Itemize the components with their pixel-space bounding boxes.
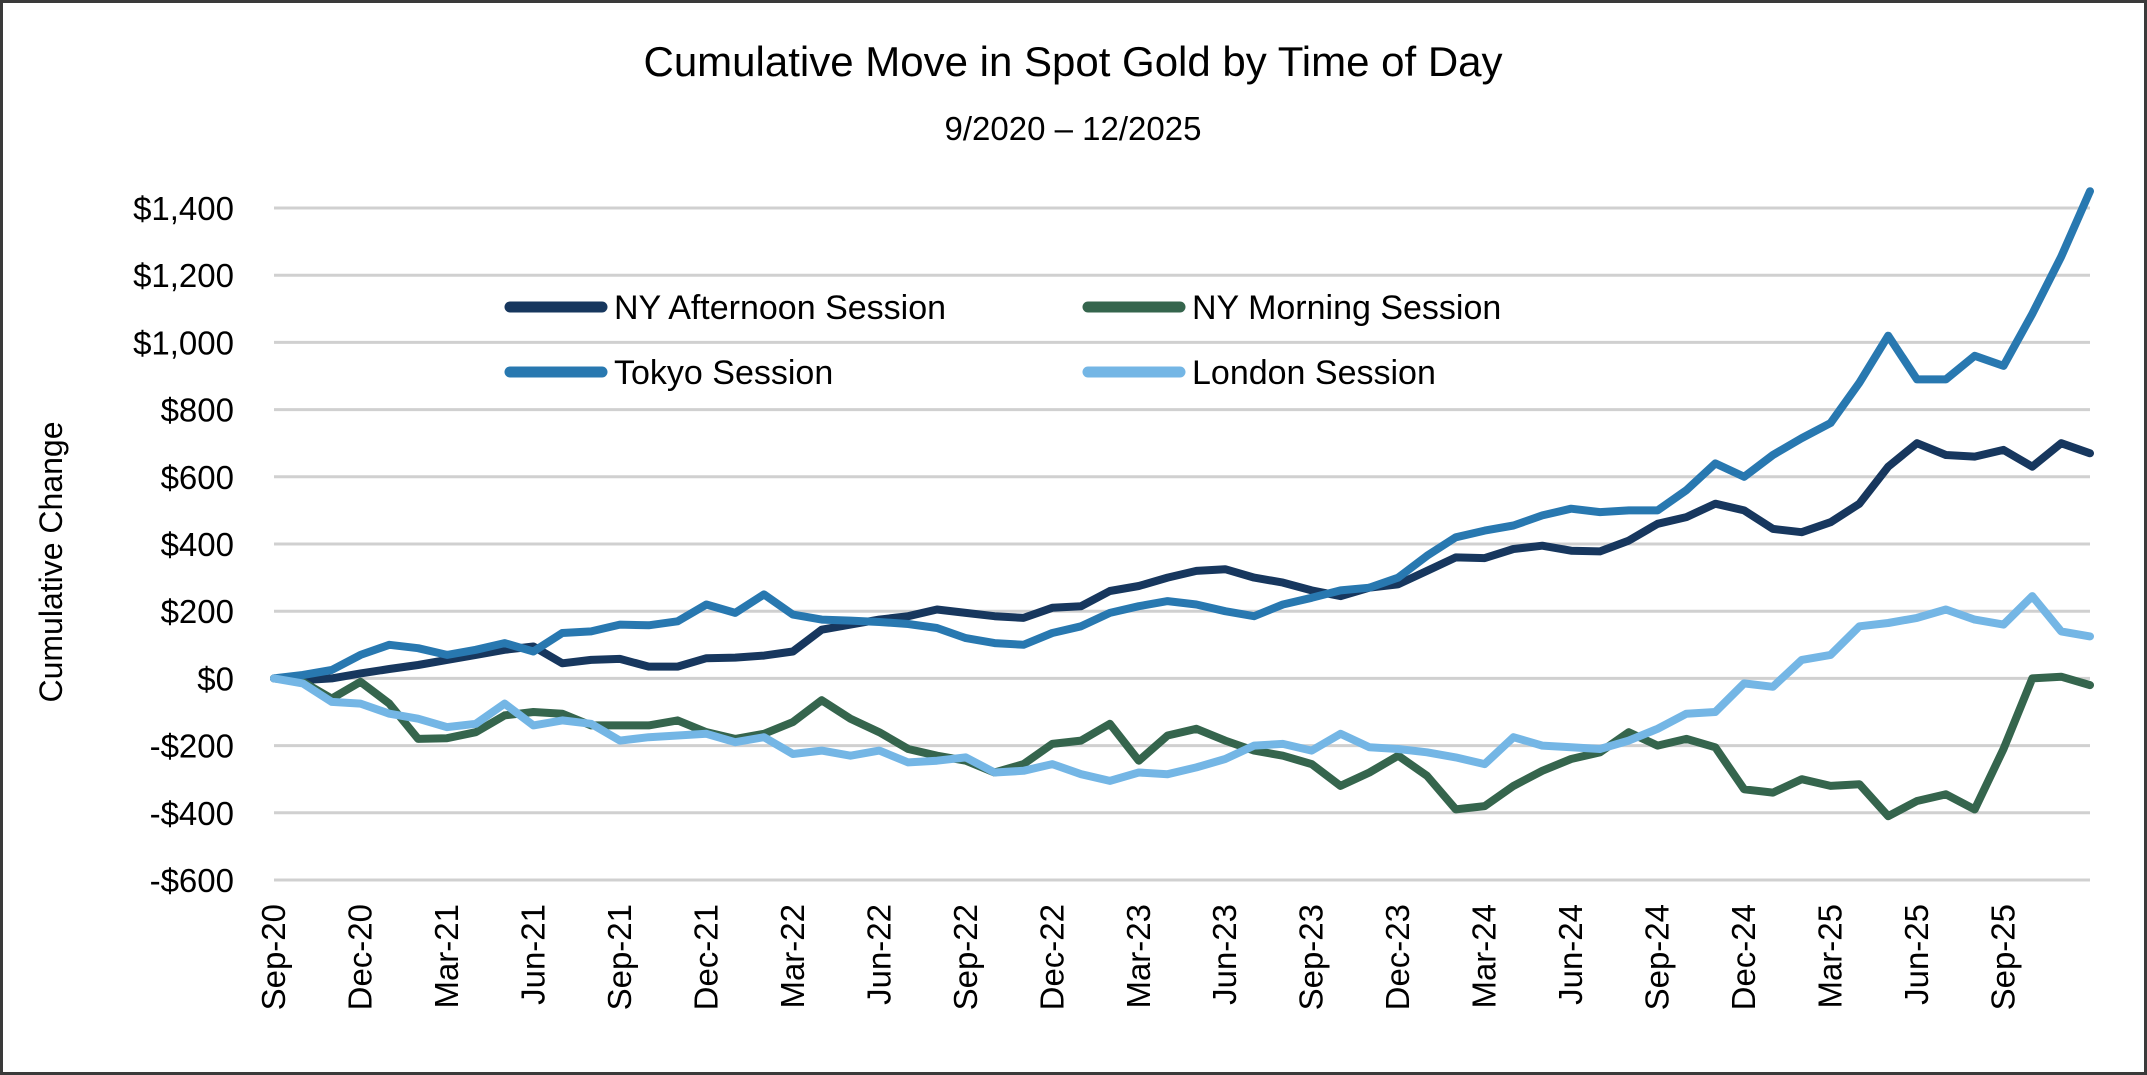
y-axis-ticks: -$600 -$400 -$200 $0 $200 $400 $600 $800 $1,000 $…	[133, 190, 234, 899]
x-tick-label: Jun-23	[1206, 904, 1243, 1005]
y-tick-label: $800	[161, 392, 234, 429]
x-tick-label: Jun-25	[1898, 904, 1935, 1005]
y-tick-label: -$200	[150, 728, 234, 765]
x-tick-label: Dec-23	[1379, 904, 1416, 1010]
series-line-ny-afternoon-session	[270, 439, 2094, 685]
x-tick-label: Sep-20	[255, 904, 292, 1010]
legend-label: NY Afternoon Session	[614, 289, 946, 327]
y-tick-label: $600	[161, 459, 234, 496]
x-tick-label: Dec-21	[687, 904, 724, 1010]
x-tick-label: Dec-20	[341, 904, 378, 1010]
series-line-london-session	[270, 592, 2094, 785]
legend-label: NY Morning Session	[1192, 289, 1501, 327]
series-lines	[270, 187, 2094, 821]
x-tick-label: Mar-24	[1466, 904, 1503, 1009]
x-tick-label: Jun-24	[1552, 904, 1589, 1005]
x-axis-ticks: Sep-20 Dec-20 Mar-21 Jun-21 Sep-21 Dec-21 Mar-…	[255, 904, 2022, 1010]
x-tick-label: Sep-23	[1293, 904, 1330, 1010]
chart-title: Cumulative Move in Spot Gold by Time of …	[643, 38, 1502, 85]
legend: NY Afternoon Session NY Morning Session To…	[504, 289, 1501, 392]
x-tick-label: Dec-22	[1033, 904, 1070, 1010]
y-tick-label: -$400	[150, 795, 234, 832]
x-tick-label: Sep-25	[1985, 904, 2022, 1010]
y-tick-label: $1,000	[133, 324, 234, 361]
gridlines	[274, 206, 2090, 882]
x-tick-label: Jun-22	[860, 904, 897, 1005]
y-tick-label: $0	[197, 660, 234, 697]
x-tick-label: Sep-21	[601, 904, 638, 1010]
x-tick-label: Mar-22	[774, 904, 811, 1009]
y-tick-label: $1,200	[133, 257, 234, 294]
x-tick-label: Dec-24	[1725, 904, 1762, 1010]
y-axis-title: Cumulative Change	[33, 421, 69, 702]
legend-label: Tokyo Session	[614, 354, 833, 392]
x-tick-label: Mar-23	[1120, 904, 1157, 1009]
y-tick-label: $1,400	[133, 190, 234, 227]
y-tick-label: $200	[161, 593, 234, 630]
x-tick-label: Mar-21	[428, 904, 465, 1009]
x-tick-label: Mar-25	[1812, 904, 1849, 1009]
y-tick-label: $400	[161, 526, 234, 563]
x-tick-label: Sep-22	[947, 904, 984, 1010]
chart-subtitle: 9/2020 – 12/2025	[945, 110, 1202, 147]
x-tick-label: Jun-21	[514, 904, 551, 1005]
legend-label: London Session	[1192, 354, 1436, 392]
y-tick-label: -$600	[150, 862, 234, 899]
series-line-tokyo-session	[270, 187, 2094, 683]
x-tick-label: Sep-24	[1639, 904, 1676, 1010]
